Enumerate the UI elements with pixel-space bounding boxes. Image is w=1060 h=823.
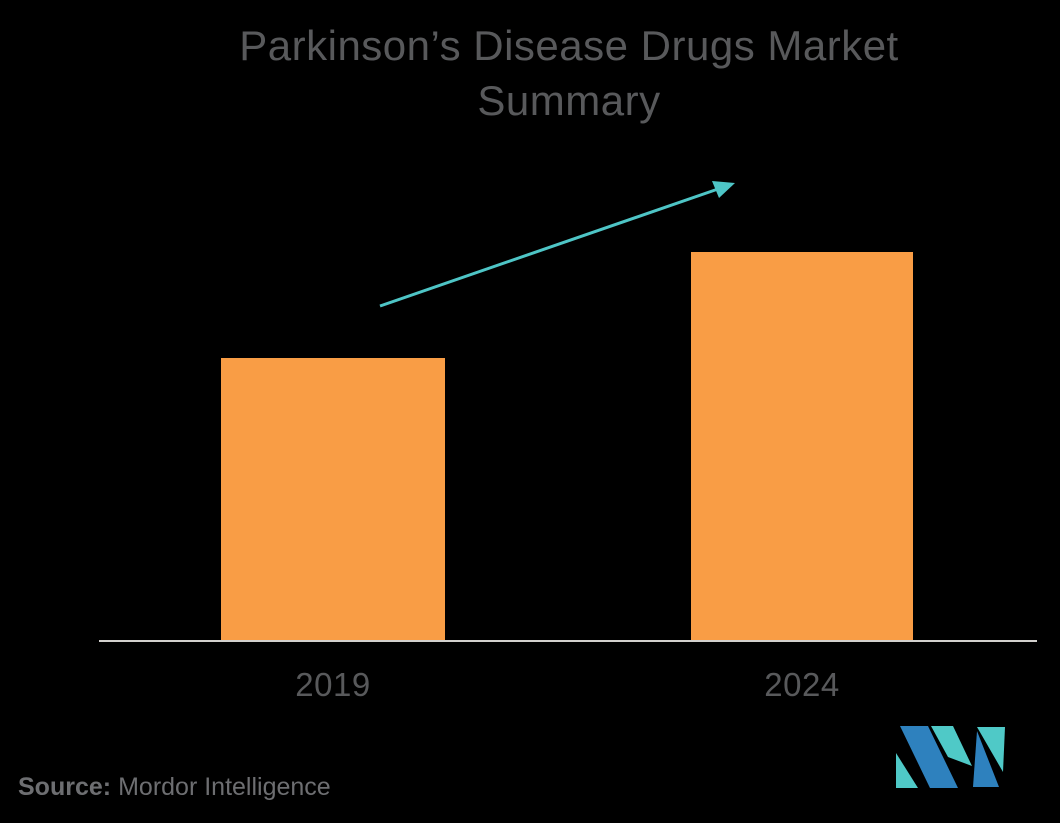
source-label: Source: — [18, 773, 112, 801]
chart-title-line1: Parkinson’s Disease Drugs Market — [239, 22, 899, 69]
chart-title: Parkinson’s Disease Drugs Market Summary — [100, 18, 1038, 128]
x-axis-label-2019: 2019 — [295, 666, 371, 703]
x-axis-label-2024: 2024 — [764, 666, 840, 703]
x-axis-line — [99, 640, 1037, 642]
mordor-intelligence-logo — [896, 726, 1005, 788]
source-text: Mordor Intelligence — [118, 773, 331, 801]
bar-2019 — [221, 358, 445, 641]
chart-title-line2: Summary — [477, 77, 661, 124]
source-note: Source: Mordor Intelligence — [18, 770, 331, 804]
bar-2024 — [691, 252, 913, 641]
